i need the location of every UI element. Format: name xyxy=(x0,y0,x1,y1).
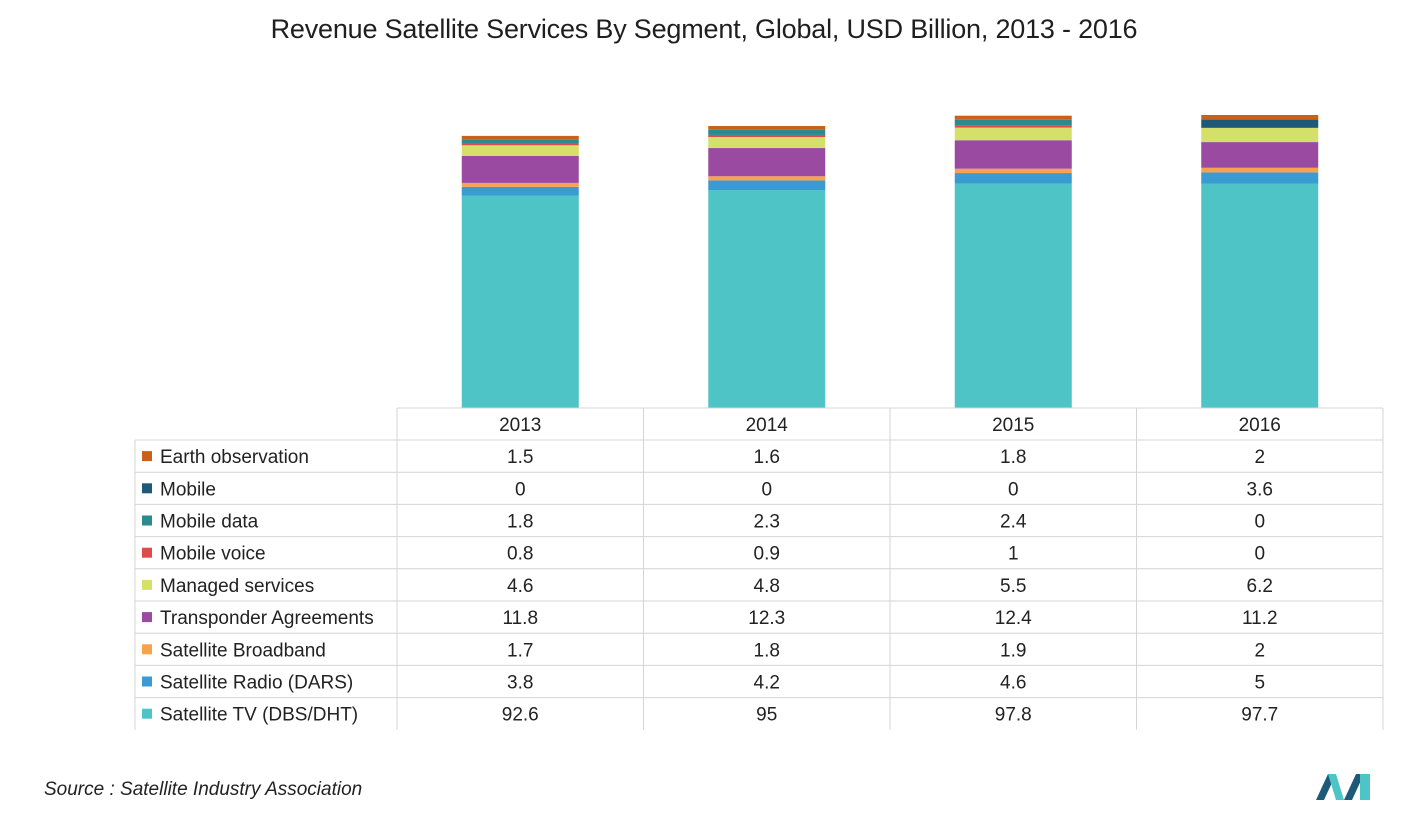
legend-label-satellite-radio-dars: Satellite Radio (DARS) xyxy=(160,673,353,694)
data-label-satellite-tv-dbs-dht-2016: 97.7 xyxy=(1241,705,1278,726)
bar-segment-mobile-2016 xyxy=(1201,119,1319,128)
data-label-mobile-data-2016: 0 xyxy=(1254,512,1265,533)
bar-segment-mobile-voice-2015 xyxy=(954,125,1072,128)
data-label-mobile-data-2015: 2.4 xyxy=(1000,512,1027,533)
bar-segment-satellite-tv-dbs-dht-2013 xyxy=(461,195,579,408)
legend-swatch-mobile-data xyxy=(142,515,152,526)
data-label-satellite-broadband-2013: 1.7 xyxy=(507,640,533,661)
legend-label-managed-services: Managed services xyxy=(160,576,314,597)
bar-segment-satellite-radio-dars-2016 xyxy=(1201,172,1319,184)
legend-label-satellite-broadband: Satellite Broadband xyxy=(160,640,326,661)
bar-segment-transponder-agreements-2016 xyxy=(1201,142,1319,168)
legend-swatch-managed-services xyxy=(142,579,152,590)
legend-swatch-mobile-voice xyxy=(142,547,152,558)
bar-segment-mobile-data-2014 xyxy=(708,129,826,135)
data-label-earth-observation-2016: 2 xyxy=(1254,447,1265,468)
source-note: Source : Satellite Industry Association xyxy=(44,779,363,800)
legend-label-mobile-data: Mobile data xyxy=(160,512,259,533)
legend-swatch-mobile xyxy=(142,483,152,494)
bar-segment-earth-observation-2016 xyxy=(1201,115,1319,120)
data-label-satellite-tv-dbs-dht-2014: 95 xyxy=(756,705,777,726)
bars-group xyxy=(461,115,1319,408)
bar-segment-managed-services-2016 xyxy=(1201,127,1319,143)
data-label-satellite-tv-dbs-dht-2013: 92.6 xyxy=(502,705,539,726)
data-label-mobile-data-2013: 1.8 xyxy=(507,512,533,533)
bar-segment-satellite-radio-dars-2013 xyxy=(461,186,579,196)
bar-segment-managed-services-2014 xyxy=(708,137,826,149)
x-tick-label-2014: 2014 xyxy=(746,415,789,436)
data-label-transponder-agreements-2014: 12.3 xyxy=(748,608,785,629)
data-label-satellite-broadband-2014: 1.8 xyxy=(754,640,780,661)
data-label-mobile-2013: 0 xyxy=(515,479,526,500)
legend-swatch-satellite-tv-dbs-dht xyxy=(142,708,152,719)
bar-segment-satellite-broadband-2013 xyxy=(461,182,579,187)
legend-swatch-satellite-broadband xyxy=(142,644,152,655)
bar-segment-mobile-voice-2013 xyxy=(461,143,579,146)
data-label-mobile-2016: 3.6 xyxy=(1247,479,1273,500)
legend-label-satellite-tv-dbs-dht: Satellite TV (DBS/DHT) xyxy=(160,705,358,726)
bar-segment-transponder-agreements-2014 xyxy=(708,148,826,177)
legend-label-mobile-voice: Mobile voice xyxy=(160,544,266,565)
data-label-transponder-agreements-2013: 11.8 xyxy=(502,608,538,629)
bar-segment-transponder-agreements-2015 xyxy=(954,140,1072,169)
bar-segment-satellite-broadband-2015 xyxy=(954,168,1072,174)
data-label-earth-observation-2013: 1.5 xyxy=(507,447,533,468)
bar-segment-satellite-tv-dbs-dht-2015 xyxy=(954,183,1072,408)
x-tick-label-2013: 2013 xyxy=(499,415,541,436)
data-label-satellite-radio-dars-2015: 4.6 xyxy=(1000,673,1026,694)
bar-segment-earth-observation-2015 xyxy=(954,115,1072,120)
bar-segment-satellite-radio-dars-2014 xyxy=(708,180,826,191)
data-label-satellite-radio-dars-2016: 5 xyxy=(1254,673,1265,694)
data-label-mobile-voice-2015: 1 xyxy=(1008,544,1019,565)
data-label-managed-services-2014: 4.8 xyxy=(754,576,780,597)
data-label-satellite-tv-dbs-dht-2015: 97.8 xyxy=(995,705,1032,726)
bar-segment-satellite-radio-dars-2015 xyxy=(954,173,1072,184)
data-label-mobile-2015: 0 xyxy=(1008,479,1019,500)
chart-title: Revenue Satellite Services By Segment, G… xyxy=(270,14,1138,44)
data-label-satellite-radio-dars-2013: 3.8 xyxy=(507,673,533,694)
legend-swatch-transponder-agreements xyxy=(142,612,152,623)
data-label-mobile-data-2014: 2.3 xyxy=(754,512,780,533)
bar-segment-managed-services-2013 xyxy=(461,145,579,156)
legend-label-mobile: Mobile xyxy=(160,479,216,500)
data-label-managed-services-2015: 5.5 xyxy=(1000,576,1026,597)
data-label-transponder-agreements-2016: 11.2 xyxy=(1242,608,1278,629)
legend-label-transponder-agreements: Transponder Agreements xyxy=(160,608,374,629)
data-label-managed-services-2013: 4.6 xyxy=(507,576,533,597)
data-label-satellite-broadband-2016: 2 xyxy=(1254,640,1265,661)
data-label-mobile-voice-2013: 0.8 xyxy=(507,544,533,565)
bar-segment-mobile-data-2015 xyxy=(954,119,1072,126)
bar-segment-satellite-tv-dbs-dht-2016 xyxy=(1201,183,1319,408)
data-label-earth-observation-2014: 1.6 xyxy=(754,447,780,468)
data-label-mobile-voice-2014: 0.9 xyxy=(754,544,780,565)
x-tick-label-2016: 2016 xyxy=(1239,415,1281,436)
legend-swatch-satellite-radio-dars xyxy=(142,676,152,687)
data-label-mobile-2014: 0 xyxy=(761,479,772,500)
bar-segment-earth-observation-2013 xyxy=(461,135,579,140)
bar-segment-managed-services-2015 xyxy=(954,127,1072,141)
legend-label-earth-observation: Earth observation xyxy=(160,447,309,468)
legend-swatch-earth-observation xyxy=(142,451,152,462)
bar-segment-mobile-voice-2014 xyxy=(708,134,826,138)
bar-segment-mobile-data-2013 xyxy=(461,139,579,144)
data-label-satellite-broadband-2015: 1.9 xyxy=(1000,640,1026,661)
bar-segment-earth-observation-2014 xyxy=(708,126,826,130)
data-label-managed-services-2016: 6.2 xyxy=(1247,576,1273,597)
company-logo-icon xyxy=(1316,774,1370,800)
bar-segment-transponder-agreements-2013 xyxy=(461,155,579,183)
data-label-earth-observation-2015: 1.8 xyxy=(1000,447,1026,468)
bar-segment-satellite-broadband-2014 xyxy=(708,176,826,181)
bar-segment-satellite-tv-dbs-dht-2014 xyxy=(708,190,826,408)
data-label-mobile-voice-2016: 0 xyxy=(1254,544,1265,565)
data-label-transponder-agreements-2015: 12.4 xyxy=(995,608,1032,629)
bar-segment-satellite-broadband-2016 xyxy=(1201,167,1319,173)
x-tick-label-2015: 2015 xyxy=(992,415,1034,436)
data-label-satellite-radio-dars-2014: 4.2 xyxy=(754,673,780,694)
